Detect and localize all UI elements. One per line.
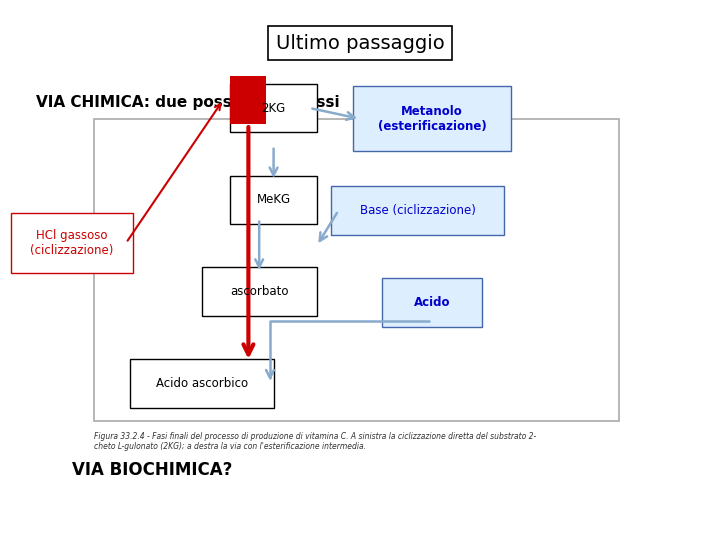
FancyBboxPatch shape <box>230 84 317 132</box>
Text: HCl gassoso
(ciclizzazione): HCl gassoso (ciclizzazione) <box>30 229 114 257</box>
FancyBboxPatch shape <box>382 278 482 327</box>
Text: Base (ciclizzazione): Base (ciclizzazione) <box>360 204 475 217</box>
Text: MeKG: MeKG <box>256 193 291 206</box>
FancyBboxPatch shape <box>202 267 317 316</box>
Text: ascorbato: ascorbato <box>230 285 289 298</box>
FancyBboxPatch shape <box>353 86 511 151</box>
FancyBboxPatch shape <box>130 359 274 408</box>
FancyBboxPatch shape <box>331 186 504 235</box>
Text: VIA BIOCHIMICA?: VIA BIOCHIMICA? <box>72 461 233 479</box>
Text: 2KG: 2KG <box>261 102 286 114</box>
Text: Acido: Acido <box>414 296 450 309</box>
Text: Ultimo passaggio: Ultimo passaggio <box>276 33 444 53</box>
FancyBboxPatch shape <box>94 119 619 421</box>
Text: Acido ascorbico: Acido ascorbico <box>156 377 248 390</box>
Text: Metanolo
(esterificazione): Metanolo (esterificazione) <box>377 105 487 133</box>
Text: VIA CHIMICA: due possibili processi: VIA CHIMICA: due possibili processi <box>36 95 340 110</box>
FancyBboxPatch shape <box>11 213 133 273</box>
FancyBboxPatch shape <box>230 176 317 224</box>
Text: Figura 33.2.4 - Fasi finali del processo di produzione di vitamina C. A sinistra: Figura 33.2.4 - Fasi finali del processo… <box>94 432 536 451</box>
Bar <box>230 76 266 124</box>
